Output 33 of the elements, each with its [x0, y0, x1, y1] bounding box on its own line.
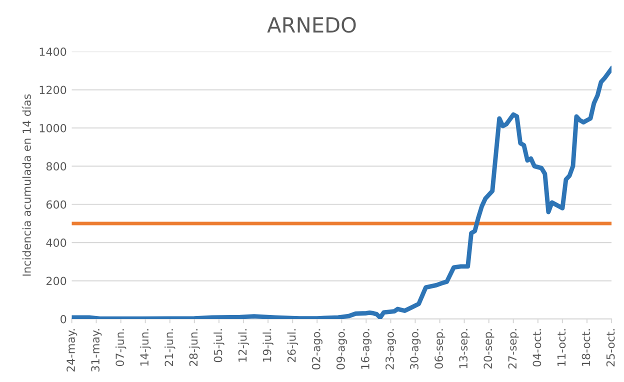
y-tick-label: 800 [46, 162, 66, 171]
y-tick-label: 1000 [40, 124, 66, 132]
y-tick-label: 1400 [40, 48, 66, 56]
x-tick-label: 27-sep. [508, 329, 519, 369]
x-tick-label: 11-oct. [557, 329, 566, 366]
x-tick-label: 26-jul. [287, 329, 298, 362]
x-tick-label: 20-sep. [484, 329, 494, 369]
y-tick-label: 0 [60, 314, 66, 324]
x-tick-label: 14-jun. [140, 329, 151, 366]
x-tick-label: 07-jun. [115, 329, 126, 366]
x-tick-label: 19-jul. [262, 329, 274, 362]
y-tick-label: 400 [46, 238, 66, 247]
x-tick-label: 13-sep. [459, 329, 470, 368]
x-tick-label: 05-jul. [214, 329, 224, 362]
x-tick-label: 18-oct. [582, 329, 590, 366]
x-tick-label: 06-sep. [434, 329, 446, 369]
y-axis-title: Incidencia acumulada en 14 días [22, 94, 31, 276]
x-tick-label: 25-oct. [606, 329, 615, 366]
x-tick-label: 21-jun. [164, 329, 176, 366]
x-tick-label: 16-ago. [360, 329, 372, 369]
y-tick-label: 1200 [40, 86, 66, 94]
x-tick-label: 28-jun. [189, 329, 200, 366]
x-tick-label: 31-may. [91, 329, 102, 372]
x-tick-label: 02-ago. [312, 329, 322, 370]
x-tick-label: 12-jul. [238, 329, 249, 362]
x-tick-label: 23-ago. [386, 329, 396, 370]
chart-title: ARNEDO [267, 17, 356, 33]
x-tick-label: 30-ago. [410, 329, 421, 370]
y-tick-label: 600 [46, 200, 66, 209]
x-tick-label: 24-may. [66, 329, 78, 372]
y-tick-label: 200 [46, 276, 66, 286]
x-tick-label: 04-oct. [532, 329, 542, 366]
x-tick-label: 09-ago. [336, 329, 348, 370]
